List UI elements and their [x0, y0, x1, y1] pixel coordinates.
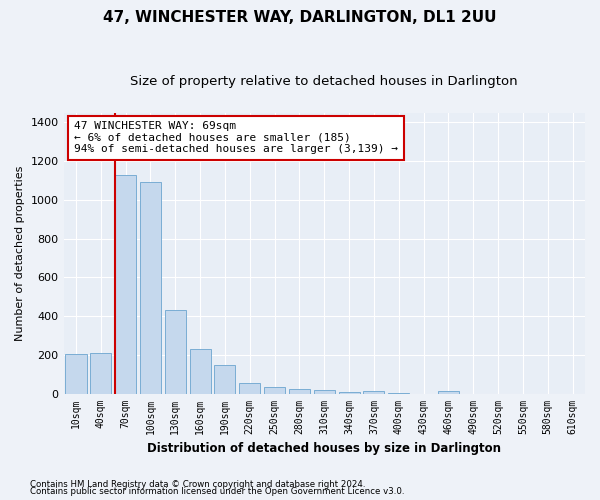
Bar	[165, 310, 186, 394]
Text: Contains HM Land Registry data © Crown copyright and database right 2024.: Contains HM Land Registry data © Crown c…	[30, 480, 365, 489]
Bar	[289, 388, 310, 394]
Bar	[90, 353, 112, 394]
Bar	[388, 392, 409, 394]
Text: Contains public sector information licensed under the Open Government Licence v3: Contains public sector information licen…	[30, 487, 404, 496]
Bar	[314, 390, 335, 394]
Bar	[65, 354, 86, 394]
Bar	[239, 383, 260, 394]
Bar	[214, 366, 235, 394]
Text: 47, WINCHESTER WAY, DARLINGTON, DL1 2UU: 47, WINCHESTER WAY, DARLINGTON, DL1 2UU	[103, 10, 497, 25]
Bar	[115, 174, 136, 394]
Y-axis label: Number of detached properties: Number of detached properties	[15, 166, 25, 341]
Bar	[140, 182, 161, 394]
Bar	[338, 392, 359, 394]
Bar	[190, 349, 211, 394]
Bar	[438, 391, 459, 394]
Bar	[264, 387, 285, 394]
Title: Size of property relative to detached houses in Darlington: Size of property relative to detached ho…	[130, 75, 518, 88]
X-axis label: Distribution of detached houses by size in Darlington: Distribution of detached houses by size …	[147, 442, 501, 455]
Text: 47 WINCHESTER WAY: 69sqm
← 6% of detached houses are smaller (185)
94% of semi-d: 47 WINCHESTER WAY: 69sqm ← 6% of detache…	[74, 121, 398, 154]
Bar	[364, 391, 385, 394]
